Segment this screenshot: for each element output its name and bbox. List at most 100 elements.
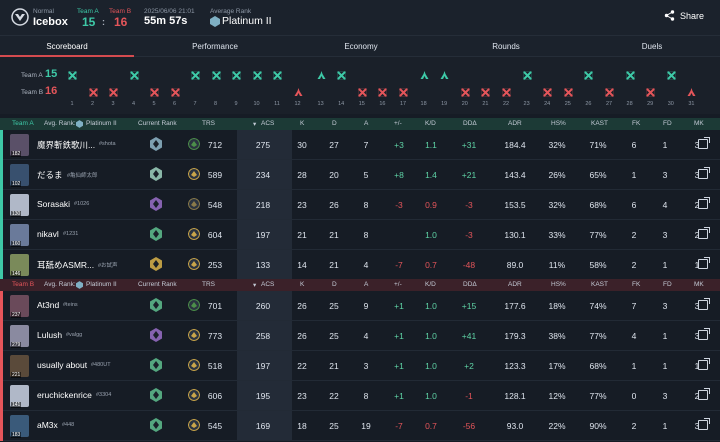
player-name[interactable]: Lulush <box>37 330 63 340</box>
player-row[interactable]: 102 だるま #亀仙師太郎 589 234 28 20 5 +8 1.4 +21 143.4 26% 6… <box>0 160 720 190</box>
stat-hs: 32% <box>548 200 566 210</box>
stat-fd: 1 <box>662 260 668 270</box>
col-fd[interactable]: FD <box>663 120 672 127</box>
col-acs[interactable]: ACS <box>261 281 275 288</box>
team-color-bar <box>0 321 3 351</box>
round-number: 3 <box>111 101 115 107</box>
acs-column-highlight <box>237 291 292 441</box>
col-dda[interactable]: DDΔ <box>463 281 477 288</box>
open-external-icon[interactable] <box>698 358 710 370</box>
player-row[interactable]: 183 aM3x #448 545 169 18 25 19 -7 0.7 -56 93.0 22% 90… <box>0 411 720 441</box>
col-a[interactable]: A <box>364 120 369 127</box>
open-external-icon[interactable] <box>698 388 710 400</box>
stat-kd: 0.7 <box>425 421 437 431</box>
stat-hs: 17% <box>548 361 566 371</box>
stat-mk: 3 <box>694 331 700 341</box>
round-number: 7 <box>193 101 197 107</box>
open-external-icon[interactable] <box>698 227 710 239</box>
col-acs[interactable]: ACS <box>261 120 275 127</box>
player-name[interactable]: aM3x <box>37 420 58 430</box>
player-row[interactable]: 160 nikavl #1231 604 197 21 21 8 1.0 -3 130.1 33% 77… <box>0 220 720 250</box>
tab-scoreboard[interactable]: Scoreboard <box>0 36 134 57</box>
stat-acs: 197 <box>255 230 271 240</box>
stat-adr: 179.3 <box>504 331 526 341</box>
player-name[interactable]: Sorasaki <box>37 199 71 209</box>
open-external-icon[interactable] <box>698 418 710 430</box>
tab-rounds[interactable]: Rounds <box>492 42 520 51</box>
col-kd[interactable]: K/D <box>425 281 436 288</box>
player-tag: #1231 <box>63 231 79 237</box>
col-acs-sort-icon[interactable]: ▾ <box>253 282 257 289</box>
open-external-icon[interactable] <box>698 257 710 269</box>
col-current-rank[interactable]: Current Rank <box>138 281 177 288</box>
player-name[interactable]: eruchickenrice <box>37 390 92 400</box>
open-external-icon[interactable] <box>698 197 710 209</box>
round-defuse-icon <box>294 88 302 96</box>
player-avatar <box>10 295 29 317</box>
tab-performance[interactable]: Performance <box>192 42 238 51</box>
round-number: 1 <box>70 101 74 107</box>
stat-mk: 3 <box>694 170 700 180</box>
col-acs-sort-icon[interactable]: ▾ <box>253 121 257 128</box>
col-fk[interactable]: FK <box>632 120 641 127</box>
player-name[interactable]: At3nd <box>37 300 60 310</box>
player-name[interactable]: 魔界斬鉄歌川... <box>37 140 96 150</box>
timeline-team-b-score: 16 <box>45 85 58 97</box>
col-plus-minus[interactable]: +/- <box>394 120 402 127</box>
player-name[interactable]: usually about <box>37 360 88 370</box>
player-name[interactable]: nikavl <box>37 229 59 239</box>
open-external-icon[interactable] <box>698 298 710 310</box>
col-adr[interactable]: ADR <box>508 281 522 288</box>
player-avatar <box>10 164 29 186</box>
player-tag: #1026 <box>74 201 90 207</box>
col-hs[interactable]: HS% <box>551 120 566 127</box>
col-kd[interactable]: K/D <box>425 120 436 127</box>
col-hs[interactable]: HS% <box>551 281 566 288</box>
col-fd[interactable]: FD <box>663 281 672 288</box>
tab-duels[interactable]: Duels <box>641 42 663 51</box>
col-a[interactable]: A <box>364 281 369 288</box>
col-dda[interactable]: DDΔ <box>463 120 477 127</box>
col-d[interactable]: D <box>332 281 337 288</box>
stat-hs: 11% <box>548 260 566 270</box>
player-row[interactable]: 146 耳舐めASMR... #お試声 253 133 14 21 4 -7 0.7 -48 89.0… <box>0 250 720 280</box>
col-k[interactable]: K <box>300 281 305 288</box>
col-kast[interactable]: KAST <box>591 120 608 127</box>
col-adr[interactable]: ADR <box>508 120 522 127</box>
stat-plus-minus: +3 <box>394 140 404 150</box>
col-mk[interactable]: MK <box>694 120 704 127</box>
col-k[interactable]: K <box>300 120 305 127</box>
round-elimination-icon <box>129 71 139 80</box>
player-row[interactable]: 221 usually about #480UT 518 197 22 21 3 +1 1.0 +2… <box>0 351 720 381</box>
col-kast[interactable]: KAST <box>591 281 608 288</box>
share-button[interactable]: Share <box>664 10 704 21</box>
tab-economy[interactable]: Economy <box>344 42 378 51</box>
col-mk[interactable]: MK <box>694 281 704 288</box>
stat-plus-minus: -7 <box>395 421 403 431</box>
round-number: 8 <box>213 101 218 107</box>
player-row[interactable]: 279 Lulush #valgg 773 258 26 25 4 +1 1.0 +41 179.3 3… <box>0 321 720 351</box>
stat-kd: 1.0 <box>425 391 437 401</box>
stat-d: 21 <box>329 230 339 240</box>
col-fk[interactable]: FK <box>632 281 641 288</box>
col-d[interactable]: D <box>332 120 337 127</box>
player-name[interactable]: 耳舐めASMR... <box>37 260 95 270</box>
player-row[interactable]: 237 At3nd #teins 701 260 26 25 9 +1 1.0 +15 177.6 18… <box>0 291 720 321</box>
player-name[interactable]: だるま <box>37 170 63 180</box>
player-row[interactable]: 141 eruchickenrice #3304 606 195 23 22 8 +1 1.0 -1… <box>0 381 720 411</box>
open-external-icon[interactable] <box>698 137 710 149</box>
round-elimination-icon <box>605 88 614 97</box>
col-trs[interactable]: TRS <box>202 120 215 127</box>
col-plus-minus[interactable]: +/- <box>394 281 402 288</box>
open-external-icon[interactable] <box>698 167 710 179</box>
agent-role-icon <box>188 198 200 210</box>
open-external-icon[interactable] <box>698 328 710 340</box>
col-trs[interactable]: TRS <box>202 281 215 288</box>
round-timeline: Team A 15 Team B 16 1 2 3 4 5 6 7 8 9 10 11 12 13 14 1… <box>0 57 720 114</box>
stat-acs: 275 <box>255 140 271 150</box>
stat-kast: 58% <box>589 260 607 270</box>
player-row[interactable]: 182 魔界斬鉄歌川... #shota 712 275 30 27 7 +3 1.1 +31 184… <box>0 130 720 160</box>
player-row[interactable]: 130 Sorasaki #1026 548 218 23 26 8 -3 0.9 -3 153.5 3… <box>0 190 720 220</box>
col-current-rank[interactable]: Current Rank <box>138 120 177 127</box>
team-a-avg-rank: Platinum II <box>86 120 117 127</box>
